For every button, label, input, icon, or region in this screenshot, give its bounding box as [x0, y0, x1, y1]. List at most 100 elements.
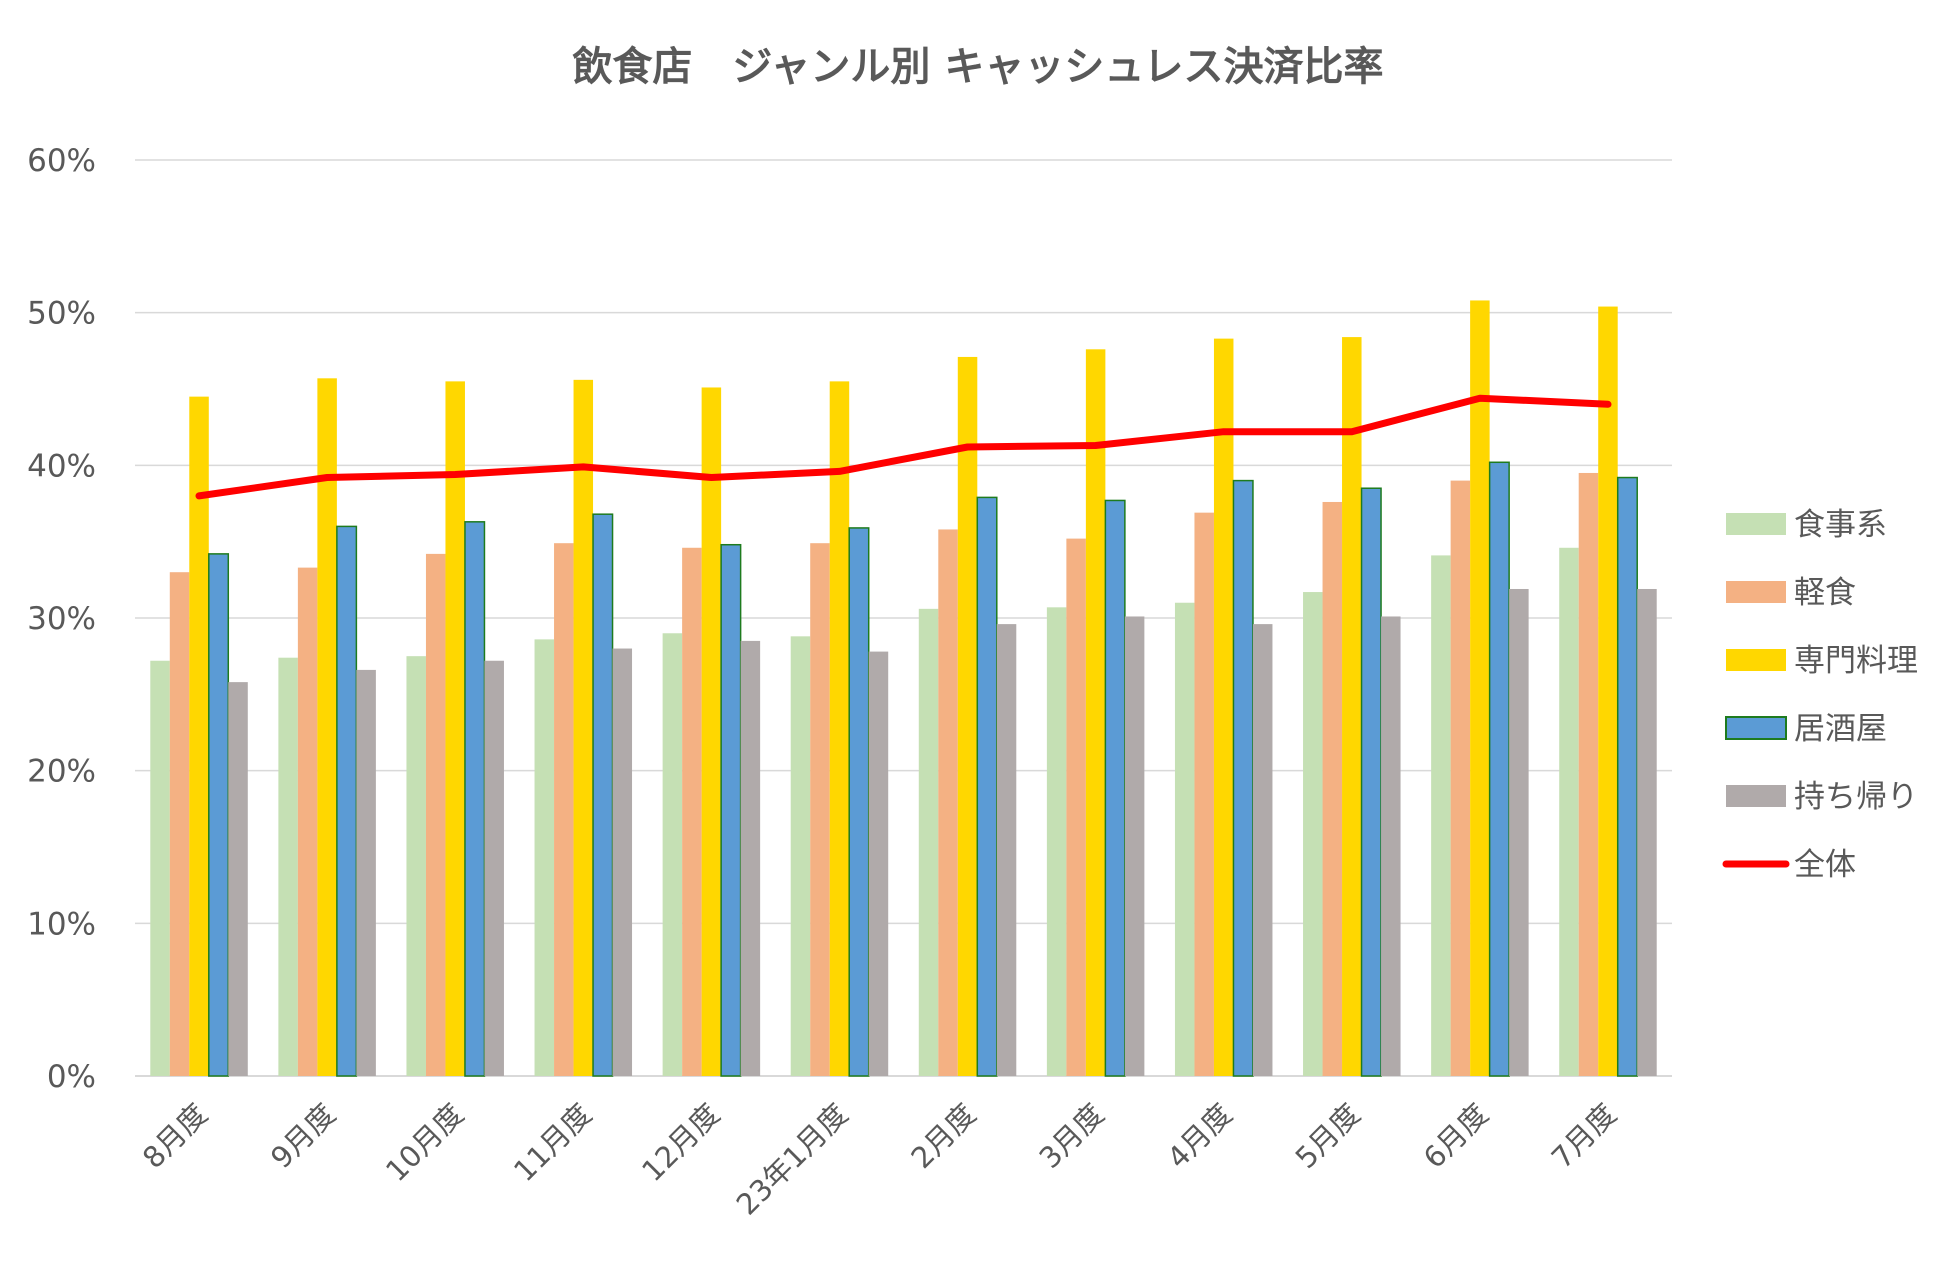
bar-持ち帰り-7月度 — [1637, 588, 1657, 1076]
bar-専門料理-12月度 — [701, 387, 722, 1076]
bar-軽食-8月度 — [169, 572, 190, 1076]
bar-食事系-23年1月度 — [790, 636, 811, 1076]
x-tick-label: 23年1月度 — [730, 1097, 855, 1222]
bar-食事系-3月度 — [1046, 607, 1067, 1076]
legend-swatch — [1726, 649, 1786, 671]
bar-居酒屋-23年1月度 — [848, 527, 870, 1077]
bar-食事系-9月度 — [278, 657, 298, 1076]
x-axis-ticks: 8月度 9月度 10月度 11月度 12月度 23年1月度 2月度 3月度 4月度 5月度 6月度 7… — [136, 1097, 1623, 1222]
bar-食事系-8月度 — [150, 660, 170, 1076]
bar-専門料理-23年1月度 — [829, 381, 850, 1076]
bar-居酒屋-8月度 — [208, 553, 230, 1077]
x-tick-label: 7月度 — [1545, 1097, 1623, 1175]
x-tick-label: 8月度 — [136, 1097, 214, 1175]
bar-食事系-10月度 — [406, 656, 426, 1076]
bar-持ち帰り-10月度 — [484, 660, 504, 1076]
bar-専門料理-8月度 — [189, 396, 209, 1077]
bar-食事系-11月度 — [534, 639, 555, 1076]
bar-居酒屋-5月度 — [1360, 487, 1382, 1077]
bar-居酒屋-9月度 — [336, 525, 358, 1077]
legend-swatch — [1726, 581, 1786, 603]
chart-title: 飲食店 ジャンル別 キャッシュレス決済比率 — [572, 44, 1383, 90]
bar-食事系-5月度 — [1303, 592, 1323, 1076]
bar-軽食-4月度 — [1194, 512, 1214, 1076]
legend-swatch — [1726, 785, 1786, 807]
x-tick-label: 6月度 — [1417, 1097, 1495, 1175]
x-tick-label: 11月度 — [507, 1097, 598, 1188]
bar-居酒屋-6月度 — [1488, 461, 1510, 1077]
bar-持ち帰り-23年1月度 — [868, 651, 889, 1076]
bar-専門料理-2月度 — [957, 356, 978, 1076]
legend-item: 持ち帰り — [1726, 779, 1918, 815]
x-tick-label: 4月度 — [1161, 1097, 1239, 1175]
legend-swatch — [1726, 513, 1786, 535]
gridlines — [135, 159, 1672, 1077]
bar-専門料理-5月度 — [1342, 337, 1362, 1076]
bars — [150, 300, 1657, 1077]
legend-label: 食事系 — [1794, 507, 1887, 543]
legend-item: 専門料理 — [1726, 643, 1918, 679]
bar-専門料理-10月度 — [445, 381, 465, 1076]
x-tick-label: 10月度 — [379, 1097, 470, 1188]
bar-軽食-7月度 — [1578, 472, 1599, 1076]
y-tick-label: 30% — [27, 601, 96, 637]
bar-専門料理-9月度 — [317, 378, 337, 1076]
bar-軽食-9月度 — [297, 567, 318, 1076]
bar-軽食-23年1月度 — [810, 543, 830, 1076]
legend-label: 居酒屋 — [1794, 711, 1887, 747]
bar-居酒屋-7月度 — [1616, 476, 1638, 1077]
bar-軽食-11月度 — [554, 543, 574, 1076]
x-tick-label: 9月度 — [264, 1097, 342, 1175]
bar-軽食-10月度 — [425, 553, 446, 1076]
legend-swatch — [1725, 716, 1787, 740]
bar-軽食-3月度 — [1066, 538, 1086, 1076]
bar-持ち帰り-5月度 — [1381, 616, 1401, 1076]
bar-食事系-12月度 — [662, 633, 683, 1076]
bar-居酒屋-2月度 — [976, 496, 998, 1077]
bar-居酒屋-12月度 — [720, 543, 742, 1077]
legend-item: 居酒屋 — [1725, 711, 1887, 747]
bar-居酒屋-3月度 — [1104, 499, 1126, 1077]
bar-持ち帰り-2月度 — [996, 624, 1017, 1076]
bar-専門料理-11月度 — [573, 379, 594, 1077]
bar-食事系-7月度 — [1559, 547, 1579, 1076]
bar-軽食-2月度 — [938, 529, 958, 1076]
y-tick-label: 50% — [27, 296, 96, 332]
x-tick-label: 5月度 — [1289, 1097, 1367, 1175]
x-tick-label: 2月度 — [904, 1097, 982, 1175]
bar-食事系-4月度 — [1174, 602, 1195, 1076]
bar-軽食-5月度 — [1322, 501, 1343, 1076]
bar-持ち帰り-12月度 — [740, 640, 761, 1076]
bar-持ち帰り-6月度 — [1509, 588, 1529, 1076]
bar-専門料理-3月度 — [1085, 349, 1106, 1077]
bar-食事系-2月度 — [918, 608, 939, 1076]
bar-持ち帰り-4月度 — [1252, 624, 1273, 1076]
overall-line — [195, 394, 1612, 500]
bar-専門料理-7月度 — [1598, 306, 1618, 1076]
x-tick-label: 12月度 — [635, 1097, 726, 1188]
y-tick-label: 10% — [27, 906, 96, 942]
bar-持ち帰り-8月度 — [228, 682, 248, 1076]
bar-居酒屋-11月度 — [592, 513, 614, 1077]
x-tick-label: 3月度 — [1032, 1097, 1110, 1175]
legend-label: 軽食 — [1794, 575, 1856, 611]
legend-item: 全体 — [1722, 847, 1856, 883]
y-tick-label: 20% — [27, 754, 96, 790]
bar-軽食-12月度 — [682, 547, 702, 1076]
y-tick-label: 60% — [27, 143, 96, 179]
bar-専門料理-6月度 — [1470, 300, 1490, 1076]
y-tick-label: 40% — [27, 448, 96, 484]
bar-専門料理-4月度 — [1213, 338, 1234, 1076]
bar-持ち帰り-11月度 — [612, 648, 633, 1076]
y-tick-label: 0% — [47, 1059, 96, 1095]
legend-label: 全体 — [1794, 847, 1856, 883]
y-axis-ticks: 0% 10% 20% 30% 40% 50% 60% — [27, 143, 96, 1095]
legend-label: 専門料理 — [1794, 643, 1918, 679]
bar-軽食-6月度 — [1450, 480, 1471, 1077]
bar-食事系-6月度 — [1431, 555, 1451, 1076]
line-全体 — [195, 394, 1612, 500]
bar-持ち帰り-3月度 — [1124, 616, 1145, 1076]
bar-居酒屋-4月度 — [1232, 479, 1254, 1077]
